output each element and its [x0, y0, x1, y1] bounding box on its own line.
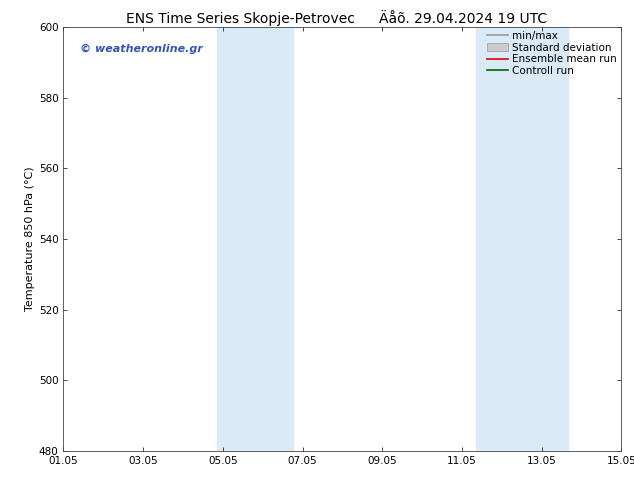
Text: Äåõ. 29.04.2024 19 UTC: Äåõ. 29.04.2024 19 UTC: [378, 12, 547, 26]
Bar: [217, 27, 292, 451]
Bar: [476, 27, 567, 451]
Legend: min/max, Standard deviation, Ensemble mean run, Controll run: min/max, Standard deviation, Ensemble me…: [485, 29, 619, 78]
Text: © weatheronline.gr: © weatheronline.gr: [80, 44, 203, 54]
Text: ENS Time Series Skopje-Petrovec: ENS Time Series Skopje-Petrovec: [126, 12, 356, 26]
Y-axis label: Temperature 850 hPa (°C): Temperature 850 hPa (°C): [25, 167, 35, 311]
